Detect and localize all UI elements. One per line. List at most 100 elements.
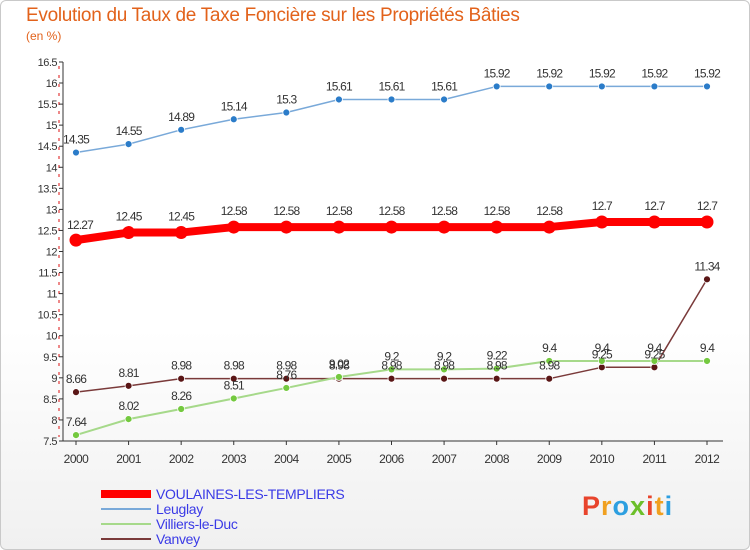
data-point-2-3 (229, 394, 238, 403)
data-point-2-0 (72, 431, 80, 440)
data-label-1-5: 15.61 (326, 79, 353, 93)
data-label-1-11: 15.92 (641, 66, 668, 80)
data-point-1-3 (229, 115, 238, 124)
data-point-2-6 (387, 365, 396, 374)
legend-label-voulaines: VOULAINES-LES-TEMPLIERS (156, 486, 345, 502)
x-tick-label: 2012 (695, 452, 721, 466)
legend-label-villiers: Villiers-le-Duc (156, 516, 238, 532)
x-tick-label: 2005 (327, 452, 353, 466)
data-point-0-8 (490, 220, 504, 234)
data-label-2-12: 9.4 (700, 341, 715, 355)
data-label-1-0: 14.35 (63, 133, 90, 147)
data-point-2-11 (650, 357, 659, 365)
data-label-1-7: 15.61 (431, 79, 458, 93)
data-point-1-8 (492, 82, 501, 91)
data-point-1-0 (72, 148, 80, 157)
x-tick-label: 2000 (64, 452, 90, 466)
x-tick-label: 2001 (116, 452, 142, 466)
data-point-1-12 (703, 82, 711, 91)
data-label-2-10: 9.4 (595, 341, 610, 355)
data-label-3-12: 11.34 (694, 259, 720, 273)
data-label-2-0: 7.64 (66, 415, 87, 429)
chart-title: Evolution du Taux de Taxe Foncière sur l… (26, 5, 520, 26)
data-point-0-6 (385, 220, 398, 234)
data-label-0-1: 12.45 (116, 210, 143, 224)
x-tick-label: 2007 (432, 452, 458, 466)
data-label-0-5: 12.58 (326, 204, 353, 218)
logo-letter: t (654, 491, 665, 521)
data-point-2-1 (124, 415, 133, 424)
y-tick-label: 14.5 (38, 141, 58, 153)
data-point-1-9 (545, 82, 554, 91)
data-point-2-10 (597, 357, 606, 365)
data-point-3-8 (492, 374, 501, 383)
data-point-0-1 (122, 226, 136, 240)
data-label-2-11: 9.4 (647, 341, 662, 355)
data-label-1-12: 15.92 (694, 66, 721, 80)
data-label-3-4: 8.98 (276, 359, 297, 373)
data-label-1-10: 15.92 (589, 66, 616, 80)
data-label-2-3: 8.51 (224, 378, 245, 392)
logo-letter: P (582, 491, 602, 521)
x-tick-label: 2011 (643, 452, 668, 466)
data-label-0-11: 12.7 (644, 199, 665, 213)
data-label-0-3: 12.58 (221, 204, 248, 218)
data-point-0-11 (647, 215, 661, 229)
data-label-0-10: 12.7 (592, 199, 613, 213)
y-tick-label: 7.5 (43, 436, 57, 448)
y-tick-label: 8.5 (43, 394, 57, 406)
y-tick-label: 11.5 (38, 268, 57, 280)
y-tick-label: 9 (51, 373, 57, 385)
data-point-2-4 (282, 384, 291, 392)
data-label-0-7: 12.58 (431, 204, 458, 218)
y-tick-label: 15.5 (38, 99, 58, 111)
logo-letter: r (601, 491, 613, 521)
y-tick-label: 14 (46, 162, 58, 174)
legend-swatch-villiers (101, 523, 151, 525)
y-tick-label: 9.5 (43, 352, 57, 364)
y-tick-label: 12 (46, 247, 58, 259)
data-point-0-7 (437, 220, 451, 234)
data-label-1-9: 15.92 (536, 66, 563, 80)
data-point-3-1 (124, 381, 133, 390)
data-point-2-5 (335, 373, 343, 381)
legend-swatch-voulaines (101, 490, 151, 498)
proxiti-logo: Proxiti (582, 491, 673, 522)
data-point-1-5 (335, 95, 343, 104)
data-point-0-3 (227, 220, 241, 234)
data-point-3-4 (282, 374, 291, 383)
y-tick-label: 10 (46, 331, 58, 343)
data-point-3-3 (229, 374, 238, 383)
y-tick-label: 13.5 (38, 183, 58, 195)
data-point-1-4 (282, 108, 291, 117)
logo-letter: i (664, 491, 674, 521)
y-tick-label: 13 (46, 204, 58, 216)
x-tick-label: 2003 (221, 452, 247, 466)
data-point-0-4 (279, 220, 293, 234)
x-tick-label: 2004 (274, 452, 300, 466)
data-label-2-7: 9.2 (437, 349, 452, 363)
y-tick-label: 16 (46, 78, 58, 90)
logo-letter: o (612, 491, 631, 521)
data-label-0-12: 12.7 (697, 199, 718, 213)
logo-letter: x (630, 491, 647, 521)
data-label-1-2: 14.89 (168, 110, 195, 124)
y-tick-label: 8 (51, 415, 57, 427)
data-label-2-8: 9.22 (487, 349, 508, 363)
x-tick-label: 2010 (589, 452, 615, 466)
data-label-0-2: 12.45 (168, 210, 195, 224)
data-label-3-7: 8.98 (434, 359, 455, 373)
data-point-3-2 (177, 374, 186, 383)
data-label-3-3: 8.98 (224, 359, 245, 373)
data-label-1-1: 14.55 (116, 124, 143, 138)
data-label-0-4: 12.58 (273, 204, 300, 218)
data-point-0-9 (542, 220, 556, 234)
y-tick-label: 10.5 (38, 310, 58, 322)
data-label-2-9: 9.4 (542, 341, 557, 355)
data-point-3-7 (440, 374, 448, 383)
x-tick-label: 2008 (484, 452, 510, 466)
data-point-0-10 (595, 215, 609, 229)
data-point-2-7 (440, 365, 448, 374)
